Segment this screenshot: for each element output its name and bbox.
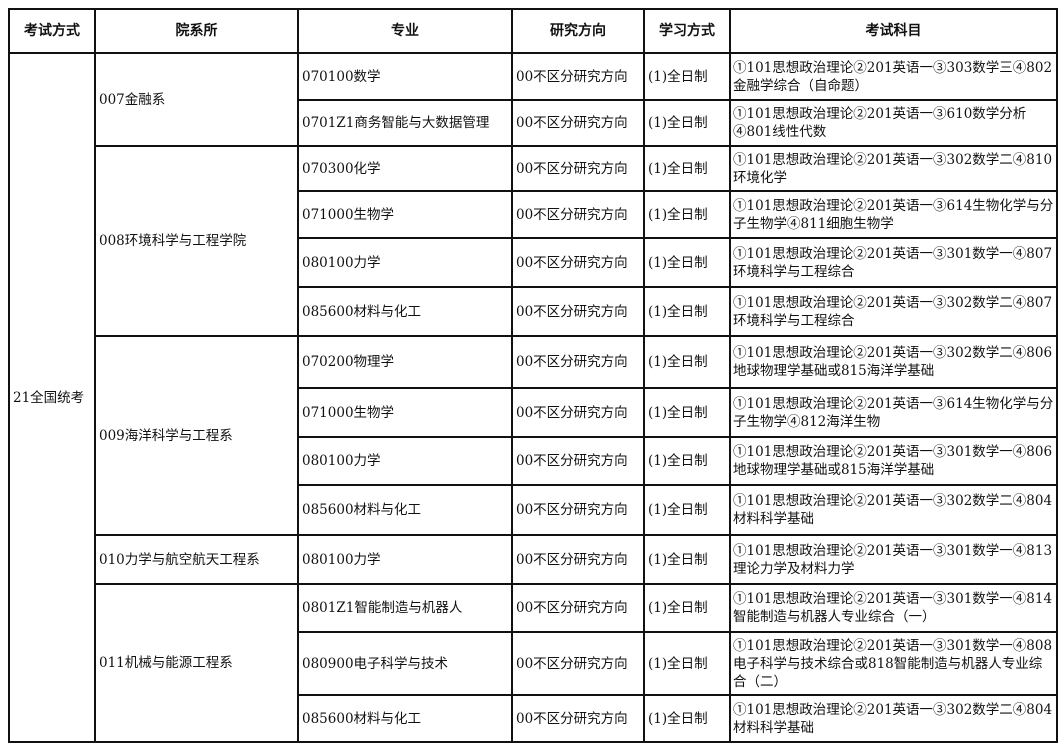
study-mode-cell: (1)全日制: [643, 534, 731, 585]
exam-subjects-cell: ①101思想政治理论②201英语一③302数学二④804材料科学基础: [729, 694, 1058, 743]
major-cell: 080100力学: [297, 436, 513, 486]
study-mode-cell: (1)全日制: [643, 484, 731, 536]
exam-subjects-cell: ①101思想政治理论②201英语一③614生物化学与分子生物学④811细胞生物学: [729, 190, 1058, 239]
exam-subjects-cell: ①101思想政治理论②201英语一③302数学二④810环境化学: [729, 145, 1058, 192]
exam-subjects-cell: ①101思想政治理论②201英语一③302数学二④806地球物理学基础或815海…: [729, 335, 1058, 389]
table-body: 21全国统考 007金融系 070100数学 00不区分研究方向 (1)全日制 ①101思…: [8, 52, 1058, 743]
exam-subjects-cell: ①101思想政治理论②201英语一③614生物化学与分子生物学④812海洋生物: [729, 387, 1058, 438]
exam-mode-cell: 21全国统考: [8, 52, 96, 743]
table-row: 071000生物学 00不区分研究方向 (1)全日制 ①101思想政治理论②201英语…: [9, 190, 1058, 239]
exam-subjects-cell: ①101思想政治理论②201英语一③302数学二④807环境科学与工程综合: [729, 286, 1058, 337]
study-mode-cell: (1)全日制: [643, 145, 731, 192]
exam-subjects-cell: ①101思想政治理论②201英语一③303数学三④802金融学综合（自命题）: [729, 52, 1058, 101]
header-exam-mode: 考试方式: [8, 8, 96, 54]
exam-subjects-cell: ①101思想政治理论②201英语一③610数学分析④801线性代数: [729, 99, 1058, 147]
major-cell: 080100力学: [297, 534, 513, 585]
header-row: 考试方式 院系所 专业 研究方向 学习方式 考试科目: [8, 8, 1058, 54]
major-cell: 0701Z1商务智能与大数据管理: [297, 99, 513, 147]
study-mode-cell: (1)全日制: [643, 237, 731, 288]
study-mode-cell: (1)全日制: [643, 99, 731, 147]
header-department: 院系所: [94, 8, 299, 54]
admissions-table: 考试方式 院系所 专业 研究方向 学习方式 考试科目 21全国统考 007金融系 0…: [8, 8, 1058, 743]
exam-subjects-cell: ①101思想政治理论②201英语一③301数学一④813理论力学及材料力学: [729, 534, 1058, 585]
header-research-direction: 研究方向: [511, 8, 645, 54]
table-row: 080900电子科学与技术 00不区分研究方向 (1)全日制 ①101思想政治理论②2…: [9, 631, 1058, 696]
table-row: 008环境科学与工程学院 070300化学 00不区分研究方向 (1)全日制 ①101思…: [9, 145, 1058, 337]
major-cell: 085600材料与化工: [297, 286, 513, 337]
major-cell: 0801Z1智能制造与机器人: [297, 583, 513, 633]
study-mode-cell: (1)全日制: [643, 387, 731, 438]
research-direction-cell: 00不区分研究方向: [511, 436, 645, 486]
major-cell: 080900电子科学与技术: [297, 631, 513, 696]
research-direction-cell: 00不区分研究方向: [511, 583, 645, 633]
study-mode-cell: (1)全日制: [643, 335, 731, 389]
department-cell: 008环境科学与工程学院: [94, 145, 299, 337]
major-cell: 085600材料与化工: [297, 694, 513, 743]
study-mode-cell: (1)全日制: [643, 52, 731, 101]
research-direction-cell: 00不区分研究方向: [511, 99, 645, 147]
major-cell: 070300化学: [297, 145, 513, 192]
research-direction-cell: 00不区分研究方向: [511, 631, 645, 696]
table-row: 080100力学 00不区分研究方向 (1)全日制 ①101思想政治理论②201英语一…: [9, 237, 1058, 288]
major-cell: 085600材料与化工: [297, 484, 513, 536]
header-exam-subjects: 考试科目: [729, 8, 1058, 54]
research-direction-cell: 00不区分研究方向: [511, 190, 645, 239]
major-cell: 070200物理学: [297, 335, 513, 389]
research-direction-cell: 00不区分研究方向: [511, 237, 645, 288]
major-cell: 071000生物学: [297, 387, 513, 438]
table-row: 080100力学 00不区分研究方向 (1)全日制 ①101思想政治理论②201英语一…: [9, 436, 1058, 486]
table-row: 085600材料与化工 00不区分研究方向 (1)全日制 ①101思想政治理论②201…: [9, 484, 1058, 536]
research-direction-cell: 00不区分研究方向: [511, 694, 645, 743]
exam-subjects-cell: ①101思想政治理论②201英语一③301数学一④807环境科学与工程综合: [729, 237, 1058, 288]
department-cell: 009海洋科学与工程系: [94, 335, 299, 536]
exam-subjects-cell: ①101思想政治理论②201英语一③301数学一④806地球物理学基础或815海…: [729, 436, 1058, 486]
major-cell: 071000生物学: [297, 190, 513, 239]
study-mode-cell: (1)全日制: [643, 631, 731, 696]
department-cell: 010力学与航空航天工程系: [94, 534, 299, 585]
table-row: 071000生物学 00不区分研究方向 (1)全日制 ①101思想政治理论②201英语…: [9, 387, 1058, 438]
research-direction-cell: 00不区分研究方向: [511, 387, 645, 438]
department-cell: 011机械与能源工程系: [94, 583, 299, 743]
study-mode-cell: (1)全日制: [643, 436, 731, 486]
research-direction-cell: 00不区分研究方向: [511, 286, 645, 337]
table-row: 009海洋科学与工程系 070200物理学 00不区分研究方向 (1)全日制 ①101思…: [9, 335, 1058, 536]
table-row: 011机械与能源工程系 0801Z1智能制造与机器人 00不区分研究方向 (1)全日制…: [9, 583, 1058, 743]
table-row: 010力学与航空航天工程系 080100力学 00不区分研究方向 (1)全日制 ①101…: [9, 534, 1058, 585]
study-mode-cell: (1)全日制: [643, 190, 731, 239]
research-direction-cell: 00不区分研究方向: [511, 534, 645, 585]
table-row: 0701Z1商务智能与大数据管理 00不区分研究方向 (1)全日制 ①101思想政治理…: [9, 99, 1058, 147]
exam-subjects-cell: ①101思想政治理论②201英语一③302数学二④804材料科学基础: [729, 484, 1058, 536]
table-row: 21全国统考 007金融系 070100数学 00不区分研究方向 (1)全日制 ①101思…: [8, 52, 1058, 743]
exam-subjects-cell: ①101思想政治理论②201英语一③301数学一④808电子科学与技术综合或81…: [729, 631, 1058, 696]
table-row: 085600材料与化工 00不区分研究方向 (1)全日制 ①101思想政治理论②201…: [9, 286, 1058, 337]
major-cell: 070100数学: [297, 52, 513, 101]
research-direction-cell: 00不区分研究方向: [511, 145, 645, 192]
header-study-mode: 学习方式: [643, 8, 731, 54]
study-mode-cell: (1)全日制: [643, 583, 731, 633]
research-direction-cell: 00不区分研究方向: [511, 335, 645, 389]
exam-subjects-cell: ①101思想政治理论②201英语一③301数学一④814智能制造与机器人专业综合…: [729, 583, 1058, 633]
study-mode-cell: (1)全日制: [643, 694, 731, 743]
department-cell: 007金融系: [94, 52, 299, 147]
research-direction-cell: 00不区分研究方向: [511, 52, 645, 101]
major-cell: 080100力学: [297, 237, 513, 288]
table-row: 085600材料与化工 00不区分研究方向 (1)全日制 ①101思想政治理论②201…: [9, 694, 1058, 743]
research-direction-cell: 00不区分研究方向: [511, 484, 645, 536]
study-mode-cell: (1)全日制: [643, 286, 731, 337]
header-major: 专业: [297, 8, 513, 54]
